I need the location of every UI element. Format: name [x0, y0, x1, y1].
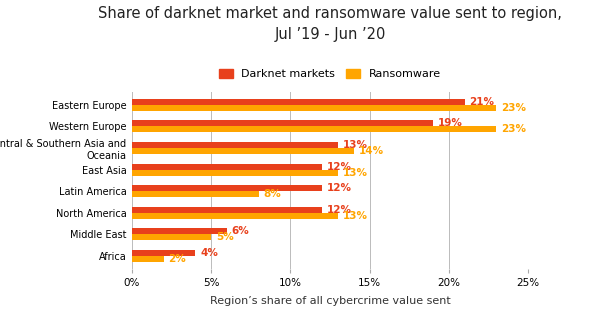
Bar — [132, 256, 164, 262]
Text: 6%: 6% — [232, 226, 250, 236]
Bar — [132, 142, 338, 148]
Bar — [132, 120, 433, 126]
Bar — [132, 185, 322, 191]
Bar — [132, 191, 259, 197]
Text: 8%: 8% — [263, 189, 281, 199]
Bar — [132, 207, 322, 213]
Text: 12%: 12% — [327, 183, 352, 193]
Text: 21%: 21% — [469, 97, 494, 107]
Text: 4%: 4% — [200, 248, 218, 258]
Text: 19%: 19% — [438, 118, 463, 128]
Text: 13%: 13% — [343, 140, 368, 150]
Text: 2%: 2% — [169, 254, 186, 264]
Text: 12%: 12% — [327, 162, 352, 172]
Text: 23%: 23% — [501, 124, 526, 134]
X-axis label: Region’s share of all cybercrime value sent: Region’s share of all cybercrime value s… — [209, 296, 451, 306]
Text: 14%: 14% — [359, 146, 383, 156]
Bar — [132, 148, 354, 154]
Text: 13%: 13% — [343, 211, 368, 221]
Text: 12%: 12% — [327, 205, 352, 215]
Bar — [132, 250, 196, 256]
Bar — [132, 164, 322, 170]
Bar — [132, 126, 496, 133]
Bar — [132, 213, 338, 219]
Title: Share of darknet market and ransomware value sent to region,
Jul ’19 - Jun ’20: Share of darknet market and ransomware v… — [98, 6, 562, 42]
Bar — [132, 235, 211, 240]
Text: 23%: 23% — [501, 103, 526, 113]
Legend: Darknet markets, Ransomware: Darknet markets, Ransomware — [216, 66, 444, 83]
Bar — [132, 228, 227, 235]
Bar — [132, 170, 338, 176]
Text: 13%: 13% — [343, 168, 368, 178]
Bar — [132, 105, 496, 111]
Text: 5%: 5% — [216, 233, 234, 242]
Bar — [132, 99, 464, 105]
